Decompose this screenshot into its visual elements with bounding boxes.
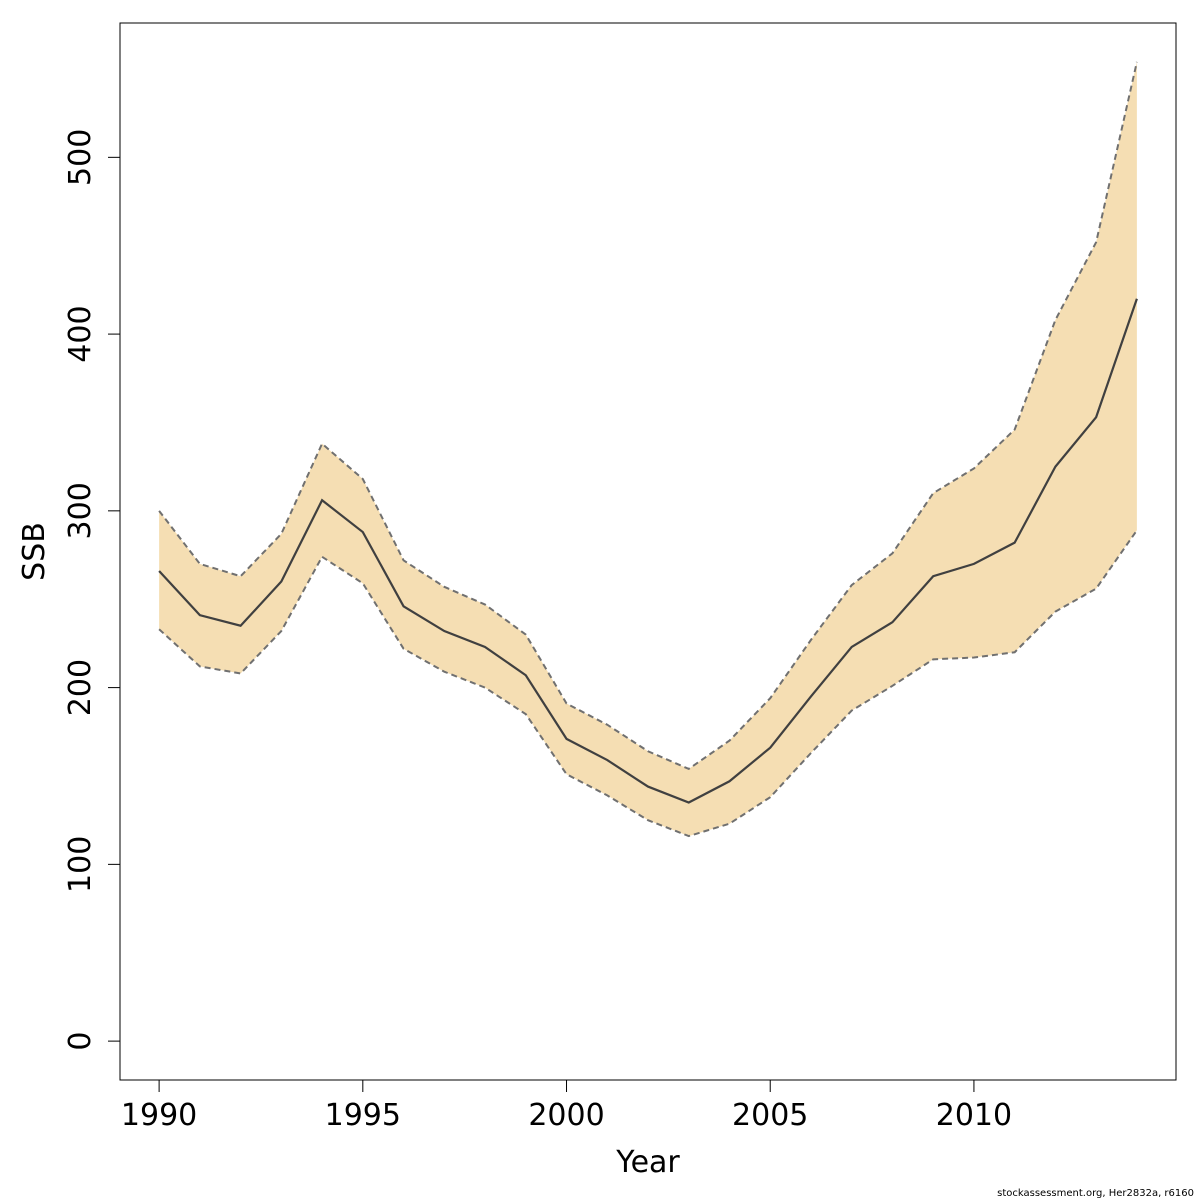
x-tick-label: 1990 — [121, 1098, 197, 1133]
x-tick-label: 2000 — [528, 1098, 604, 1133]
footer-credit: stockassessment.org, Her2832a, r6160 — [997, 1188, 1194, 1199]
x-tick-label: 2010 — [936, 1098, 1012, 1133]
y-tick-label: 0 — [63, 1032, 98, 1051]
y-tick-label: 400 — [63, 305, 98, 362]
upper-bound-line — [158, 61, 1138, 771]
y-tick-label: 100 — [63, 836, 98, 893]
y-axis-title: SSB — [17, 522, 52, 581]
x-axis: 1990 1995 2000 2005 2010 — [121, 1079, 1012, 1133]
y-tick-label: 500 — [63, 129, 98, 186]
x-tick-label: 1995 — [325, 1098, 401, 1133]
y-axis: 0 100 200 300 400 500 — [63, 129, 121, 1051]
x-tick-label: 2005 — [732, 1098, 808, 1133]
confidence-band — [159, 61, 1137, 837]
y-tick-label: 300 — [63, 482, 98, 539]
ssb-estimate-line — [158, 298, 1138, 804]
x-axis-title: Year — [615, 1145, 680, 1180]
lower-bound-line — [158, 529, 1138, 838]
y-tick-label: 200 — [63, 659, 98, 716]
